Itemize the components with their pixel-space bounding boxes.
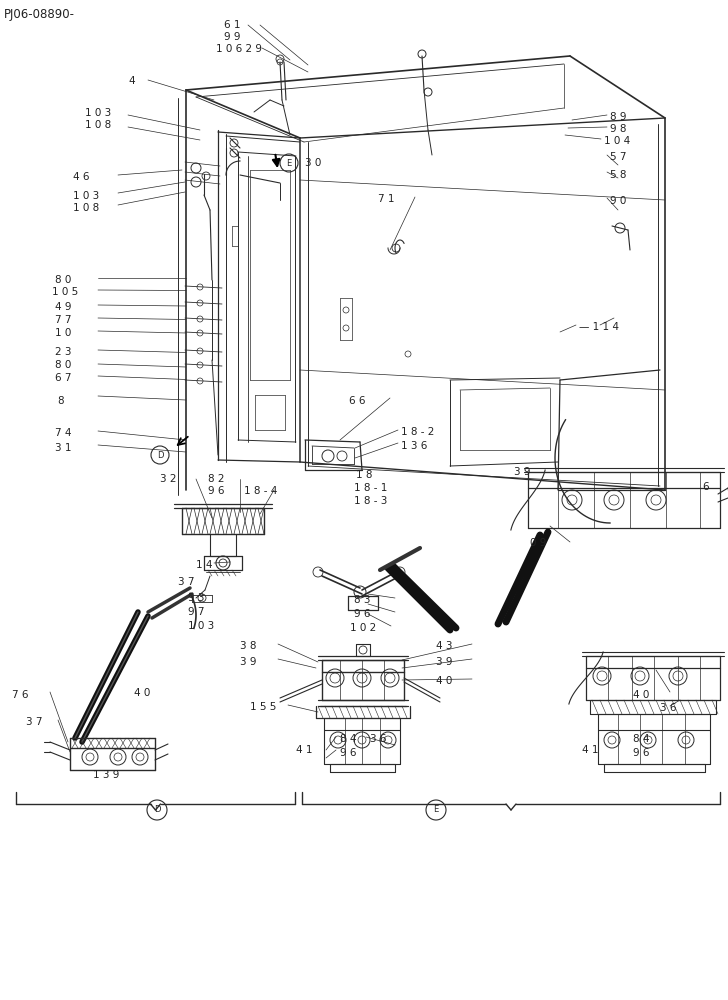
Text: 9 0: 9 0 xyxy=(610,196,626,206)
Text: 3 9: 3 9 xyxy=(436,657,453,667)
Text: 3 9: 3 9 xyxy=(240,657,256,667)
Text: 4 0: 4 0 xyxy=(436,676,452,686)
Text: 7 1: 7 1 xyxy=(378,194,395,204)
Text: 4 0: 4 0 xyxy=(633,690,649,700)
Text: D: D xyxy=(154,806,160,814)
Text: 7 4: 7 4 xyxy=(55,428,71,438)
Text: 8 2: 8 2 xyxy=(208,474,224,484)
Text: 3 1: 3 1 xyxy=(55,443,71,453)
Text: PJ06-08890-: PJ06-08890- xyxy=(4,8,75,21)
Text: 9 8: 9 8 xyxy=(610,124,627,134)
Text: 1 8 - 4: 1 8 - 4 xyxy=(244,486,277,496)
Text: E: E xyxy=(433,806,439,814)
Text: 1 0 3: 1 0 3 xyxy=(85,108,111,118)
Text: 9 6: 9 6 xyxy=(340,748,357,758)
Text: 1 3 6: 1 3 6 xyxy=(401,441,427,451)
Text: 8 4: 8 4 xyxy=(633,734,649,744)
Text: 4: 4 xyxy=(128,76,135,86)
Text: 8: 8 xyxy=(57,396,63,406)
Text: 6 6: 6 6 xyxy=(349,396,365,406)
Text: 9 3: 9 3 xyxy=(188,593,205,603)
Text: 1 8: 1 8 xyxy=(356,470,373,480)
Text: 4 1: 4 1 xyxy=(582,745,598,755)
Text: 9 9: 9 9 xyxy=(224,32,240,42)
Text: 3 7: 3 7 xyxy=(26,717,42,727)
Text: 8 4: 8 4 xyxy=(340,734,357,744)
Text: 8 3: 8 3 xyxy=(354,595,371,605)
Text: 3 2: 3 2 xyxy=(160,474,176,484)
Text: 7 7: 7 7 xyxy=(55,315,71,325)
Text: 1 8 - 2: 1 8 - 2 xyxy=(401,427,435,437)
Text: 8 9: 8 9 xyxy=(610,112,627,122)
Text: 6 7: 6 7 xyxy=(55,373,71,383)
Text: 5 8: 5 8 xyxy=(610,170,627,180)
Text: 1 5 5: 1 5 5 xyxy=(250,702,277,712)
Text: 4 0: 4 0 xyxy=(134,688,151,698)
Text: 9 6: 9 6 xyxy=(354,609,371,619)
Text: 1 0 8: 1 0 8 xyxy=(85,120,111,130)
Text: 6 1: 6 1 xyxy=(224,20,240,30)
Text: 0 9: 0 9 xyxy=(530,538,547,548)
Text: 4 3: 4 3 xyxy=(436,641,453,651)
Text: 3 6: 3 6 xyxy=(660,703,676,713)
Text: 9 6: 9 6 xyxy=(208,486,224,496)
Text: 1 0 4: 1 0 4 xyxy=(604,136,630,146)
Text: 1 4: 1 4 xyxy=(196,560,213,570)
Text: 8 0: 8 0 xyxy=(55,275,71,285)
Text: 3 8: 3 8 xyxy=(240,641,256,651)
Text: 1 0 5: 1 0 5 xyxy=(52,287,78,297)
Text: D: D xyxy=(157,450,163,460)
Text: 3 6: 3 6 xyxy=(370,734,387,744)
Text: 3 7: 3 7 xyxy=(178,577,194,587)
Text: 1 0 2: 1 0 2 xyxy=(350,623,376,633)
Text: E: E xyxy=(286,158,292,167)
Text: 1 8 - 1: 1 8 - 1 xyxy=(354,483,387,493)
Text: 7 6: 7 6 xyxy=(12,690,28,700)
Text: 1 0 3: 1 0 3 xyxy=(188,621,214,631)
Text: 4 9: 4 9 xyxy=(55,302,71,312)
Text: 1 0 3: 1 0 3 xyxy=(73,191,99,201)
Text: 3 0: 3 0 xyxy=(305,158,321,168)
Text: 5 7: 5 7 xyxy=(610,152,627,162)
Text: 6: 6 xyxy=(702,482,708,492)
Text: 1 3 9: 1 3 9 xyxy=(93,770,119,780)
Text: 1 0: 1 0 xyxy=(55,328,71,338)
Text: 9 7: 9 7 xyxy=(188,607,205,617)
Text: 1 0 8: 1 0 8 xyxy=(73,203,99,213)
Text: 8 0: 8 0 xyxy=(55,360,71,370)
Text: — 1 1 4: — 1 1 4 xyxy=(579,322,619,332)
Text: 4 1: 4 1 xyxy=(296,745,312,755)
Text: 2 3: 2 3 xyxy=(55,347,71,357)
Text: 1 8 - 3: 1 8 - 3 xyxy=(354,496,387,506)
Text: 3 9: 3 9 xyxy=(514,467,531,477)
Text: 4 6: 4 6 xyxy=(73,172,90,182)
Text: 9 6: 9 6 xyxy=(633,748,649,758)
Text: 1 0 6 2 9: 1 0 6 2 9 xyxy=(216,44,262,54)
